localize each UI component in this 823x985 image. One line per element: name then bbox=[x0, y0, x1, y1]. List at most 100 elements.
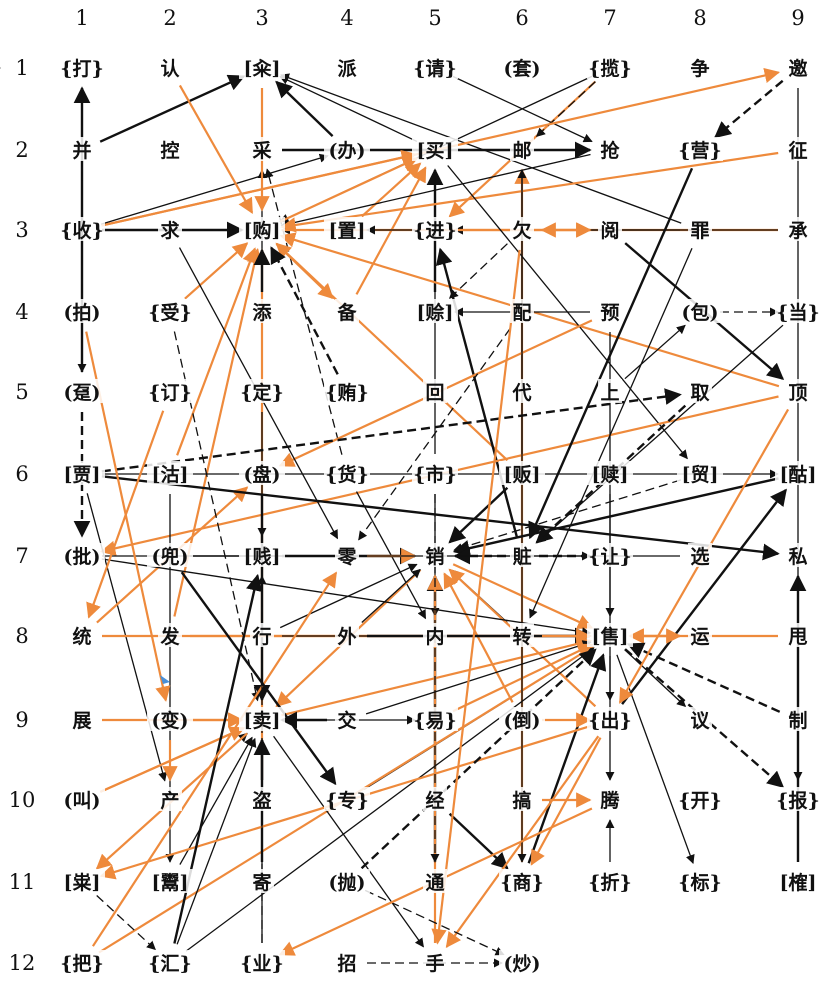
node-background bbox=[499, 55, 545, 79]
node-background bbox=[775, 787, 821, 811]
node-background bbox=[688, 623, 712, 647]
node-background bbox=[250, 869, 274, 893]
row-label: 1 bbox=[15, 56, 28, 80]
edge-arrow bbox=[448, 486, 509, 544]
edge-arrow bbox=[528, 167, 694, 540]
character-node: {易} bbox=[413, 710, 456, 732]
node-background bbox=[147, 869, 193, 893]
character-node: 经 bbox=[425, 789, 444, 812]
node-background bbox=[423, 869, 447, 893]
character-node: 产 bbox=[160, 789, 179, 812]
node-background bbox=[688, 55, 712, 79]
character-node: (包) bbox=[682, 301, 719, 324]
character-node: {汇} bbox=[148, 953, 191, 975]
edge-arrow bbox=[361, 162, 422, 218]
character-node: 交 bbox=[337, 709, 356, 732]
column-label: 4 bbox=[340, 6, 353, 30]
node-background bbox=[335, 55, 359, 79]
row-label: 6 bbox=[15, 462, 28, 486]
edge-arrow bbox=[270, 246, 339, 375]
node-background bbox=[786, 707, 810, 731]
node-background bbox=[587, 543, 633, 567]
node-background bbox=[499, 707, 545, 731]
edge-arrow bbox=[626, 642, 781, 713]
node-background bbox=[335, 707, 359, 731]
character-node: 添 bbox=[252, 301, 272, 324]
node-background bbox=[70, 623, 94, 647]
character-node: (趸) bbox=[64, 382, 101, 404]
node-background bbox=[423, 543, 447, 567]
node-background bbox=[677, 461, 723, 485]
node-background bbox=[786, 623, 810, 647]
character-node: 甩 bbox=[788, 626, 807, 648]
node-background bbox=[239, 950, 285, 974]
character-node: {请} bbox=[413, 57, 456, 80]
edge-arrow bbox=[536, 324, 784, 544]
character-node: [沽] bbox=[152, 463, 189, 486]
edge-arrow bbox=[279, 157, 419, 223]
edge-arrow bbox=[714, 79, 784, 139]
character-node: [贱] bbox=[244, 546, 281, 568]
node-background bbox=[324, 869, 370, 893]
character-node: (叫) bbox=[64, 790, 101, 812]
character-node: {折} bbox=[588, 872, 631, 894]
character-node: (办) bbox=[329, 139, 366, 162]
character-node: {市} bbox=[413, 463, 456, 486]
node-background bbox=[510, 623, 534, 647]
edge-arrow bbox=[443, 572, 514, 703]
character-node: 取 bbox=[690, 382, 709, 404]
node-background bbox=[587, 623, 633, 647]
node-background bbox=[324, 137, 370, 161]
node-background bbox=[598, 299, 622, 323]
node-background bbox=[59, 543, 105, 567]
column-label: 5 bbox=[428, 6, 441, 30]
edge-arrow bbox=[621, 488, 787, 705]
node-background bbox=[250, 623, 274, 647]
node-background bbox=[587, 707, 633, 731]
character-node: (盘) bbox=[244, 463, 281, 486]
row-label: 8 bbox=[15, 624, 28, 648]
node-background bbox=[147, 707, 193, 731]
edge-arrow bbox=[180, 571, 337, 786]
edge-arrow bbox=[624, 649, 687, 708]
edge-arrow bbox=[280, 153, 591, 229]
character-node: {受} bbox=[148, 301, 191, 324]
node-background bbox=[775, 299, 821, 323]
node-background bbox=[239, 379, 285, 403]
node-background bbox=[423, 379, 447, 403]
character-node: 统 bbox=[72, 625, 91, 648]
edge-arrow bbox=[101, 558, 592, 637]
character-node: 回 bbox=[425, 382, 444, 404]
edge-arrow bbox=[185, 647, 595, 952]
node-background bbox=[510, 217, 534, 241]
node-background bbox=[250, 787, 274, 811]
node-background bbox=[239, 55, 285, 79]
row-label: 5 bbox=[15, 380, 28, 404]
node-background bbox=[587, 869, 633, 893]
node-background bbox=[412, 137, 458, 161]
character-node: 内 bbox=[425, 625, 444, 648]
character-node: [榷] bbox=[780, 871, 817, 894]
edge-arrow bbox=[101, 388, 682, 473]
edge-arrow bbox=[360, 648, 597, 870]
character-node: 腾 bbox=[599, 789, 620, 812]
node-background bbox=[239, 707, 285, 731]
character-node: [置] bbox=[329, 220, 366, 242]
edge-arrow bbox=[91, 571, 338, 947]
node-background bbox=[158, 55, 182, 79]
row-label: 12 bbox=[9, 951, 36, 975]
edge-arrow bbox=[100, 153, 329, 225]
edge-arrow bbox=[99, 74, 246, 143]
node-background bbox=[250, 137, 274, 161]
node-background bbox=[598, 217, 622, 241]
character-node: {商} bbox=[500, 871, 543, 894]
character-node: 行 bbox=[251, 625, 271, 648]
character-node: 盗 bbox=[252, 789, 271, 812]
edge-arrow bbox=[431, 249, 521, 945]
node-background bbox=[510, 137, 534, 161]
character-node: 上 bbox=[600, 382, 619, 404]
edge-arrow bbox=[365, 640, 592, 715]
character-node: [粜] bbox=[64, 872, 101, 894]
edge-arrow bbox=[447, 165, 688, 460]
node-background bbox=[147, 299, 193, 323]
